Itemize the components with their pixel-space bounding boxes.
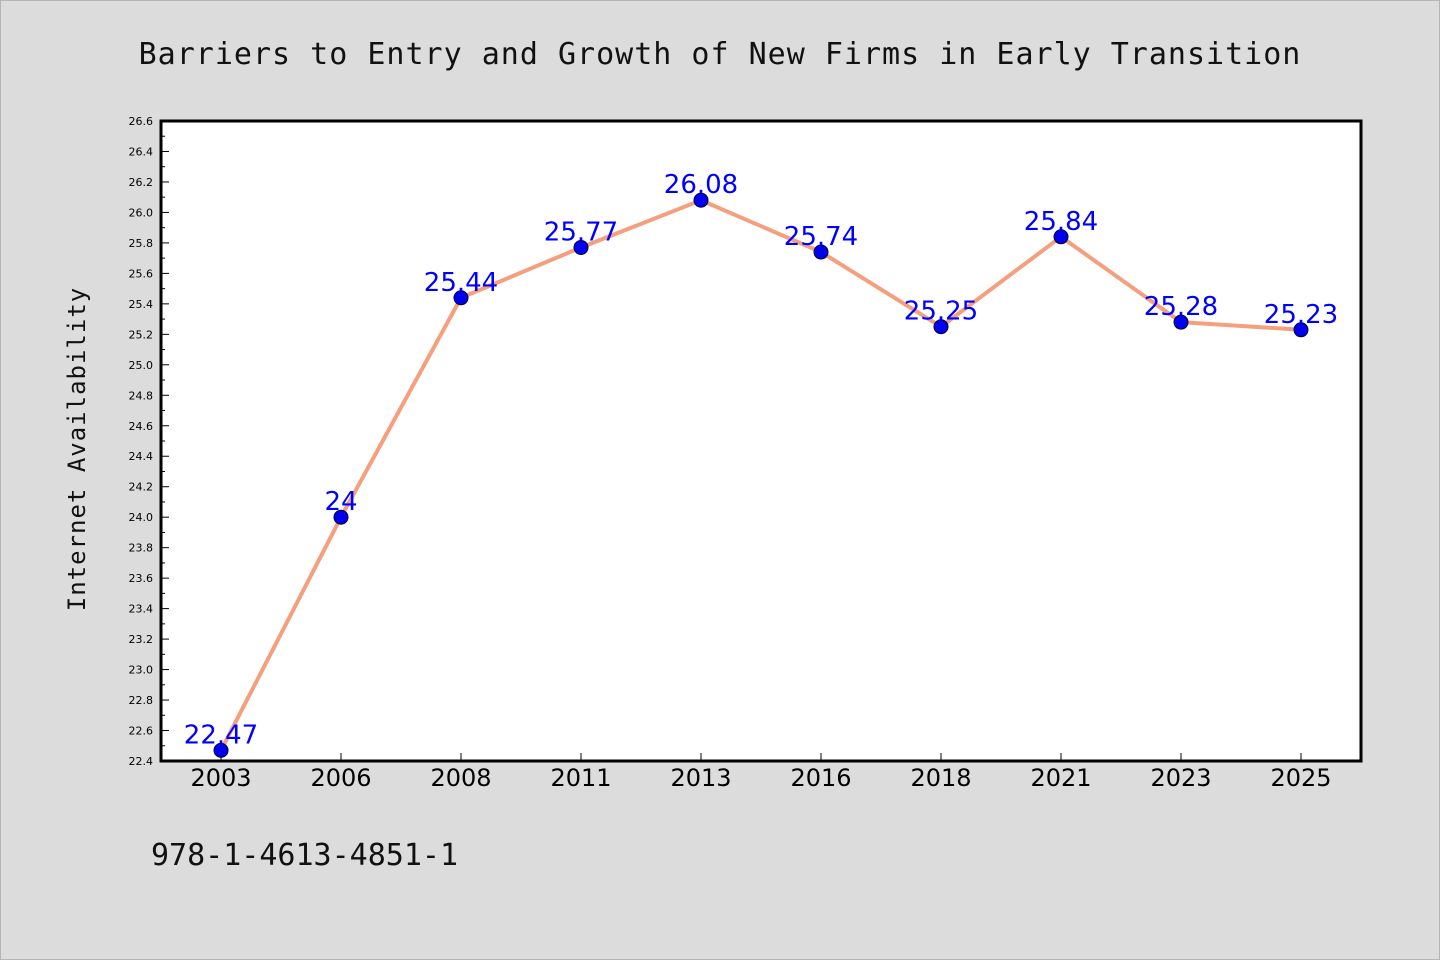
y-tick-label: 23.2 [129, 633, 154, 646]
x-tick-label: 2025 [1270, 764, 1331, 792]
data-label: 25.74 [784, 222, 858, 252]
data-point [453, 290, 469, 306]
series-layer [213, 192, 1309, 758]
data-label: 26.08 [664, 170, 738, 200]
y-tick-label: 23.4 [129, 603, 154, 616]
y-tick-label: 24.4 [129, 450, 154, 463]
y-tick-label: 24.6 [129, 420, 154, 433]
y-tick-label: 26.2 [129, 176, 154, 189]
y-tick-label: 26.4 [129, 145, 154, 158]
data-label: 25.25 [904, 297, 978, 327]
data-point [573, 239, 589, 255]
y-tick-label: 25.0 [129, 359, 154, 372]
y-tick-label: 25.2 [129, 328, 154, 341]
y-tick-label: 26.6 [129, 115, 154, 128]
x-tick-label: 2018 [910, 764, 971, 792]
isbn-text: 978-1-4613-4851-1 [151, 838, 458, 873]
data-point [213, 742, 229, 758]
data-label: 25.44 [424, 268, 498, 298]
y-tick-label: 25.8 [129, 237, 154, 250]
x-tick-label: 2011 [550, 764, 611, 792]
y-tick-label: 22.8 [129, 694, 154, 707]
data-point [813, 244, 829, 260]
y-tick-label: 24.0 [129, 511, 154, 524]
y-axis-label: Internet Availability [63, 287, 91, 611]
plot-area [159, 119, 1363, 763]
x-axis: 2003 2006 2008 2011 2013 2016 2018 2021 2023 2025 [190, 753, 1332, 792]
y-tick-label: 22.6 [129, 725, 154, 738]
y-tick-label: 22.4 [129, 755, 154, 768]
data-point [333, 509, 349, 525]
x-tick-label: 2003 [190, 764, 251, 792]
y-tick-label: 26.0 [129, 206, 154, 219]
y-tick-label: 24.8 [129, 389, 154, 402]
chart-title: Barriers to Entry and Growth of New Firm… [139, 37, 1302, 72]
data-label-layer: 22.47 24 25.44 25.77 26.08 25.74 25.25 25.84 25.… [184, 170, 1338, 750]
data-label: 24 [324, 487, 357, 517]
y-tick-label: 24.2 [129, 481, 154, 494]
data-label: 25.23 [1264, 300, 1338, 330]
x-tick-label: 2006 [310, 764, 371, 792]
x-tick-label: 2023 [1150, 764, 1211, 792]
x-tick-label: 2008 [430, 764, 491, 792]
y-tick-label: 25.4 [129, 298, 154, 311]
data-point [1293, 322, 1309, 338]
y-axis: 22.4 22.6 22.8 23.0 23.2 23.4 23.6 23.8 24.0 24.2… [129, 115, 169, 768]
data-label: 25.28 [1144, 292, 1218, 322]
data-label: 25.84 [1024, 207, 1098, 237]
y-tick-label: 25.6 [129, 267, 154, 280]
series-line [219, 198, 1302, 752]
data-label: 22.47 [184, 720, 258, 750]
x-tick-label: 2016 [790, 764, 851, 792]
data-point [933, 319, 949, 335]
y-tick-label: 23.6 [129, 572, 154, 585]
data-point [1053, 229, 1069, 245]
x-tick-label: 2013 [670, 764, 731, 792]
data-point [693, 192, 709, 208]
data-label: 25.77 [544, 217, 618, 247]
x-tick-label: 2021 [1030, 764, 1091, 792]
y-tick-label: 23.8 [129, 542, 154, 555]
y-tick-label: 23.0 [129, 664, 154, 677]
data-point [1173, 314, 1189, 330]
